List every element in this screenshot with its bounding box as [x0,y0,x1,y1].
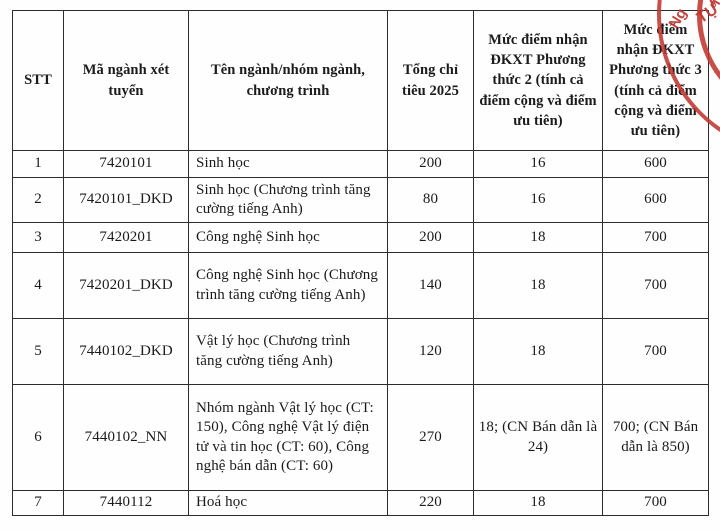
column-header-quota: Tổng chỉ tiêu 2025 [387,10,474,151]
cell-quota: 200 [387,150,474,178]
cell-code: 7420101_DKD [63,177,189,223]
cell-quota: 80 [387,177,474,223]
cell-name: Sinh học (Chương trình tăng cường tiếng … [188,177,388,223]
cell-method3: 700 [602,252,709,319]
cell-name: Công nghệ Sinh học (Chương trình tăng cư… [188,252,388,319]
cell-code: 7420101 [63,150,189,178]
cell-method2: 16 [473,150,603,178]
cell-quota: 120 [387,318,474,385]
column-header-method3: Mức điểm nhận ĐKXT Phương thức 3 (tính c… [602,10,709,151]
cell-method2: 18 [473,252,603,319]
table-row: 3 7420201 Công nghệ Sinh học 200 18 700 [12,222,709,253]
column-header-name: Tên ngành/nhóm ngành, chương trình [188,10,388,151]
cell-code: 7420201 [63,222,189,253]
cell-method2: 18 [473,318,603,385]
table-row: 7 7440112 Hoá học 220 18 700 [12,490,709,516]
table-row: 4 7420201_DKD Công nghệ Sinh học (Chương t… [12,252,709,319]
column-header-code: Mã ngành xét tuyển [63,10,189,151]
cell-name: Nhóm ngành Vật lý học (CT: 150), Công ng… [188,384,388,491]
table-row: 1 7420101 Sinh học 200 16 600 [12,150,709,178]
cell-stt: 6 [12,384,64,491]
admission-table: STT Mã ngành xét tuyển Tên ngành/nhóm ngàn… [12,10,709,516]
cell-name: Hoá học [188,490,388,516]
cell-stt: 5 [12,318,64,385]
cell-name: Vật lý học (Chương trình tăng cường tiến… [188,318,388,385]
cell-method3: 600 [602,150,709,178]
cell-method3: 700; (CN Bán dẫn là 850) [602,384,709,491]
cell-stt: 4 [12,252,64,319]
cell-quota: 270 [387,384,474,491]
cell-method3: 700 [602,318,709,385]
table-row: 6 7440102_NN Nhóm ngành Vật lý học (CT: 15… [12,384,709,491]
cell-method3: 600 [602,177,709,223]
cell-method3: 700 [602,490,709,516]
cell-code: 7440112 [63,490,189,516]
cell-quota: 220 [387,490,474,516]
cell-code: 7440102_NN [63,384,189,491]
cell-name: Sinh học [188,150,388,178]
cell-stt: 1 [12,150,64,178]
cell-stt: 3 [12,222,64,253]
cell-stt: 2 [12,177,64,223]
cell-method2: 16 [473,177,603,223]
cell-method2: 18 [473,222,603,253]
cell-method2: 18; (CN Bán dẫn là 24) [473,384,603,491]
table-header: STT Mã ngành xét tuyển Tên ngành/nhóm ngàn… [12,10,709,151]
table-row: 5 7440102_DKD Vật lý học (Chương trình tăn… [12,318,709,385]
column-header-stt: STT [12,10,64,151]
cell-stt: 7 [12,490,64,516]
cell-code: 7420201_DKD [63,252,189,319]
cell-name: Công nghệ Sinh học [188,222,388,253]
cell-code: 7440102_DKD [63,318,189,385]
cell-quota: 200 [387,222,474,253]
cell-quota: 140 [387,252,474,319]
cell-method3: 700 [602,222,709,253]
table-row: 2 7420101_DKD Sinh học (Chương trình tăng … [12,177,709,223]
column-header-method2: Mức điểm nhận ĐKXT Phương thức 2 (tính c… [473,10,603,151]
table-body: 1 7420101 Sinh học 200 16 600 2 7420101_DKD Sinh… [12,150,709,516]
table-header-row: STT Mã ngành xét tuyển Tên ngành/nhóm ngàn… [12,10,709,151]
cell-method2: 18 [473,490,603,516]
